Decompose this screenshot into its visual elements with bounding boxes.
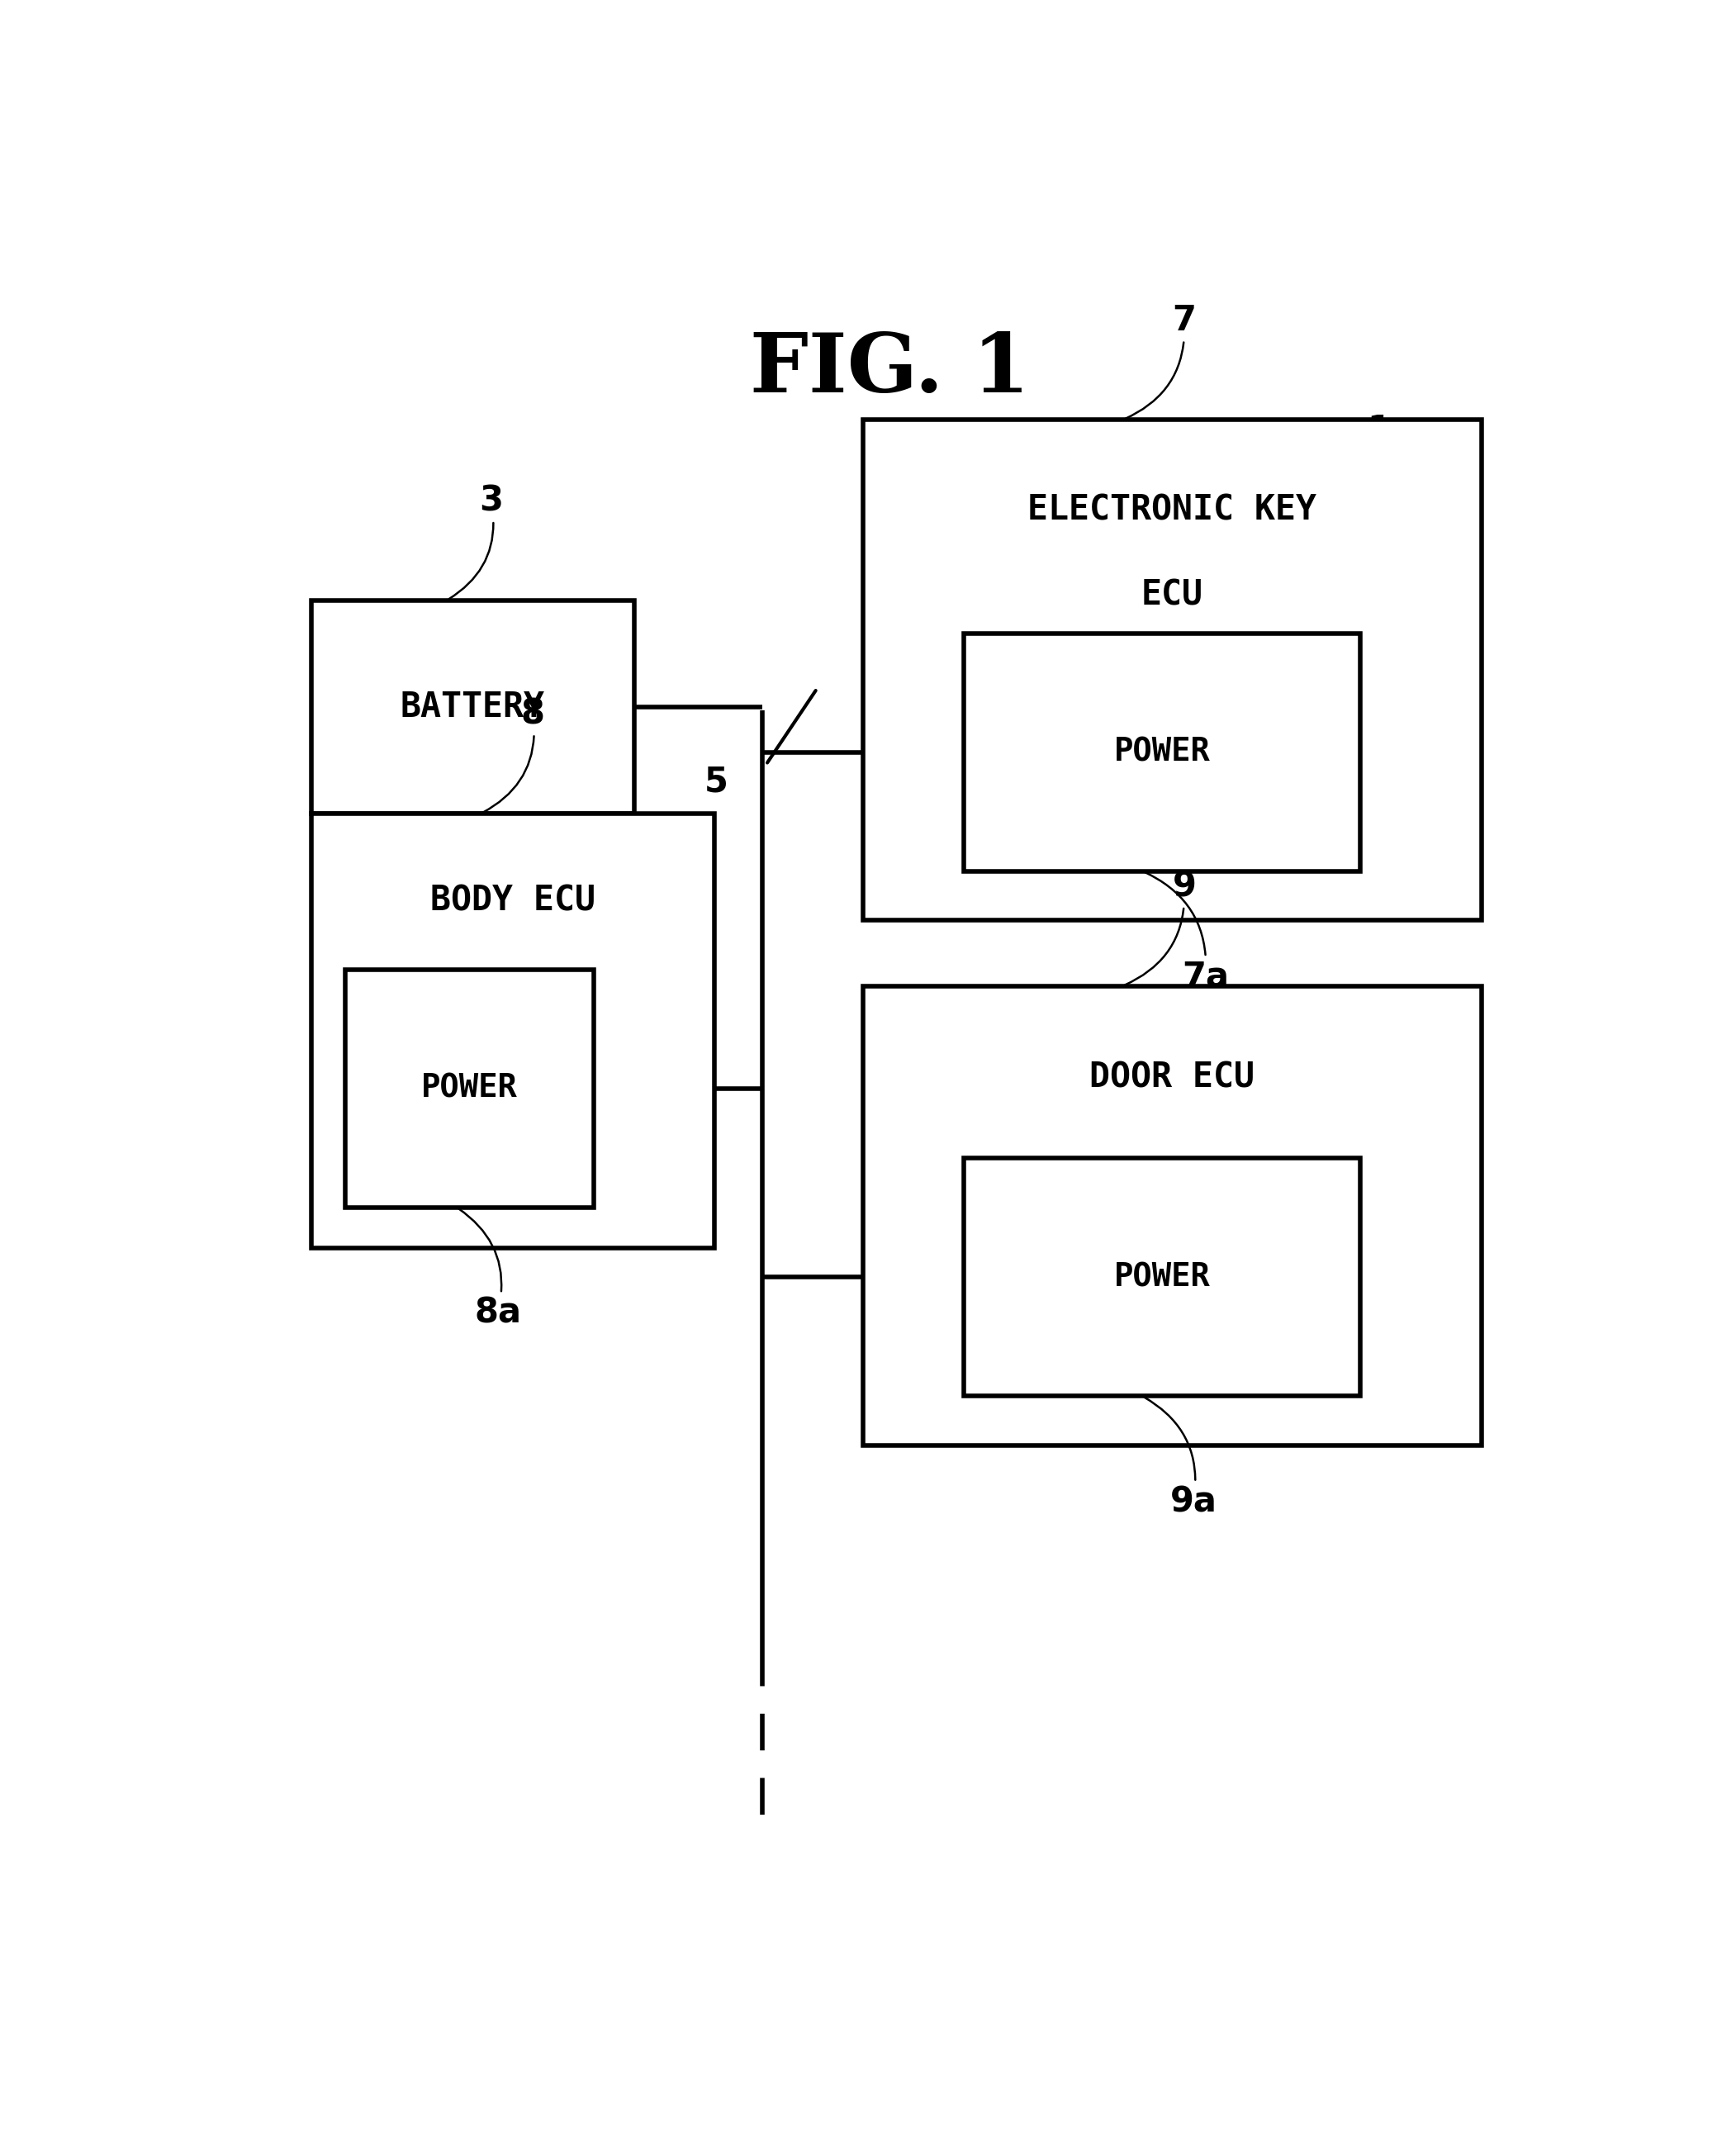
Text: POWER: POWER <box>1115 1262 1210 1294</box>
Text: 3: 3 <box>448 484 503 599</box>
FancyBboxPatch shape <box>311 814 715 1249</box>
FancyBboxPatch shape <box>963 1159 1361 1396</box>
Text: ECU: ECU <box>1141 578 1203 612</box>
Text: POWER: POWER <box>422 1072 517 1104</box>
FancyBboxPatch shape <box>863 420 1481 921</box>
Text: 1: 1 <box>1368 413 1391 448</box>
Text: DOOR ECU: DOOR ECU <box>1090 1061 1255 1095</box>
Text: BATTERY: BATTERY <box>401 690 545 725</box>
Text: 9a: 9a <box>1144 1398 1217 1519</box>
Text: FIG. 1: FIG. 1 <box>750 330 1029 409</box>
Text: 7a: 7a <box>1144 872 1229 993</box>
Text: POWER: POWER <box>1115 737 1210 767</box>
FancyBboxPatch shape <box>311 601 634 814</box>
Text: 5: 5 <box>705 765 729 799</box>
Text: 8a: 8a <box>458 1208 521 1330</box>
FancyBboxPatch shape <box>863 987 1481 1445</box>
FancyBboxPatch shape <box>345 970 594 1208</box>
Text: 7: 7 <box>1125 303 1196 420</box>
Text: 8: 8 <box>483 697 545 812</box>
Text: BODY ECU: BODY ECU <box>431 882 595 918</box>
FancyBboxPatch shape <box>963 633 1361 872</box>
Text: ELECTRONIC KEY: ELECTRONIC KEY <box>1028 492 1318 526</box>
Text: 9: 9 <box>1125 869 1196 985</box>
